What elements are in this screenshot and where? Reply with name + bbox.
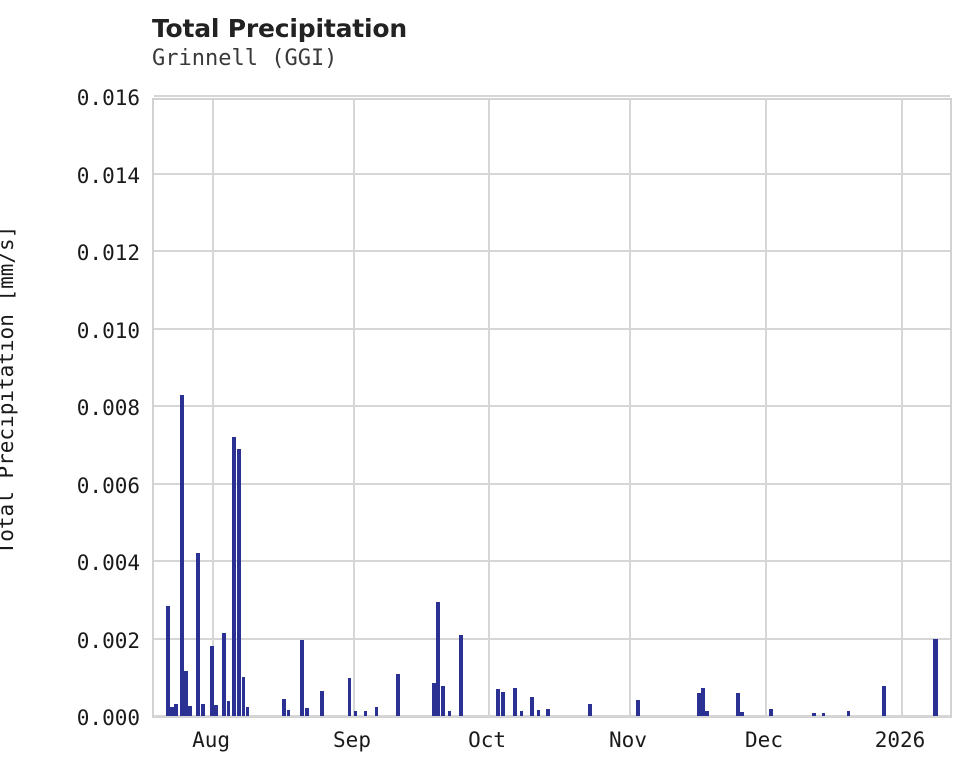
gridline-horizontal [154, 482, 950, 485]
bar [933, 638, 938, 716]
bar [374, 707, 379, 716]
bar [812, 712, 816, 716]
y-tick-label: 0.002 [76, 628, 140, 653]
bar [705, 710, 709, 716]
bar [636, 699, 640, 716]
bar [846, 710, 851, 716]
gridline-horizontal [154, 172, 950, 175]
bar [188, 706, 192, 716]
gridline-vertical [765, 100, 767, 716]
y-axis-tick-labels: 0.000 0.002 0.004 0.006 0.008 0.010 0.012 0.014… [0, 87, 140, 729]
bar [214, 705, 218, 716]
bar [537, 710, 541, 716]
bar [701, 688, 706, 716]
bar [286, 710, 290, 716]
page-title: Total Precipitation [152, 14, 407, 43]
bar [282, 698, 286, 716]
bar [226, 701, 231, 716]
bar [735, 692, 740, 716]
bar [237, 449, 242, 716]
bar [166, 605, 170, 716]
bar [363, 711, 367, 716]
bar [347, 678, 352, 716]
y-tick-label: 0.000 [76, 706, 140, 730]
plot-inner [154, 95, 950, 717]
bar [241, 677, 246, 716]
x-tick-label: 2026 [874, 728, 926, 752]
bar [246, 707, 250, 716]
gridline-horizontal [154, 327, 950, 330]
bar [184, 671, 188, 716]
x-axis-tick-labels: Aug Sep Oct Nov Dec 2026 [152, 728, 952, 758]
gridline-horizontal [154, 560, 950, 562]
bar [174, 704, 178, 716]
bar [396, 674, 401, 716]
bar [697, 692, 701, 716]
bar [513, 688, 517, 716]
bar [458, 634, 463, 716]
bar [196, 553, 201, 716]
title-block: Total Precipitation Grinnell (GGI) [152, 14, 852, 73]
bar [320, 690, 324, 716]
bar [530, 697, 534, 716]
bar [354, 710, 358, 716]
x-tick-label: Dec [745, 728, 783, 752]
y-tick-label: 0.016 [76, 86, 140, 110]
y-tick-label: 0.014 [76, 163, 140, 188]
x-tick-label: Nov [609, 728, 647, 752]
y-tick-label: 0.004 [76, 551, 140, 575]
bar [300, 640, 305, 716]
gridline-horizontal [154, 715, 950, 717]
gridline-horizontal [154, 95, 950, 97]
bar [822, 712, 826, 716]
bar [769, 709, 773, 716]
chart-subtitle: Grinnell (GGI) [152, 46, 338, 71]
bar [447, 711, 451, 716]
bar [210, 646, 214, 716]
bar [170, 707, 174, 716]
gridline-horizontal [154, 405, 950, 407]
gridline-vertical [212, 100, 215, 716]
y-tick-label: 0.008 [76, 396, 140, 420]
bar [496, 688, 501, 716]
bar [546, 709, 550, 716]
bar [519, 711, 523, 716]
bar [201, 704, 205, 716]
gridline-horizontal [154, 250, 950, 252]
gridline-vertical [353, 100, 355, 716]
y-tick-label: 0.010 [76, 318, 140, 343]
bar [232, 437, 236, 716]
x-tick-label: Sep [333, 728, 371, 752]
bar [588, 704, 592, 716]
gridline-vertical [901, 100, 903, 716]
gridline-vertical [629, 100, 631, 716]
x-tick-label: Oct [468, 728, 506, 752]
bar [436, 601, 440, 716]
bar [222, 632, 227, 716]
gridline-horizontal [154, 637, 950, 640]
x-tick-label: Aug [192, 728, 230, 752]
y-tick-label: 0.012 [76, 241, 140, 265]
bar [179, 395, 184, 716]
bar [441, 685, 445, 716]
plot-area [152, 95, 952, 718]
bar [432, 683, 437, 716]
bar [882, 685, 886, 716]
bar [305, 708, 309, 716]
y-tick-label: 0.006 [76, 473, 140, 498]
bar [740, 712, 744, 716]
bar [501, 691, 505, 716]
gridline-vertical [488, 100, 491, 716]
